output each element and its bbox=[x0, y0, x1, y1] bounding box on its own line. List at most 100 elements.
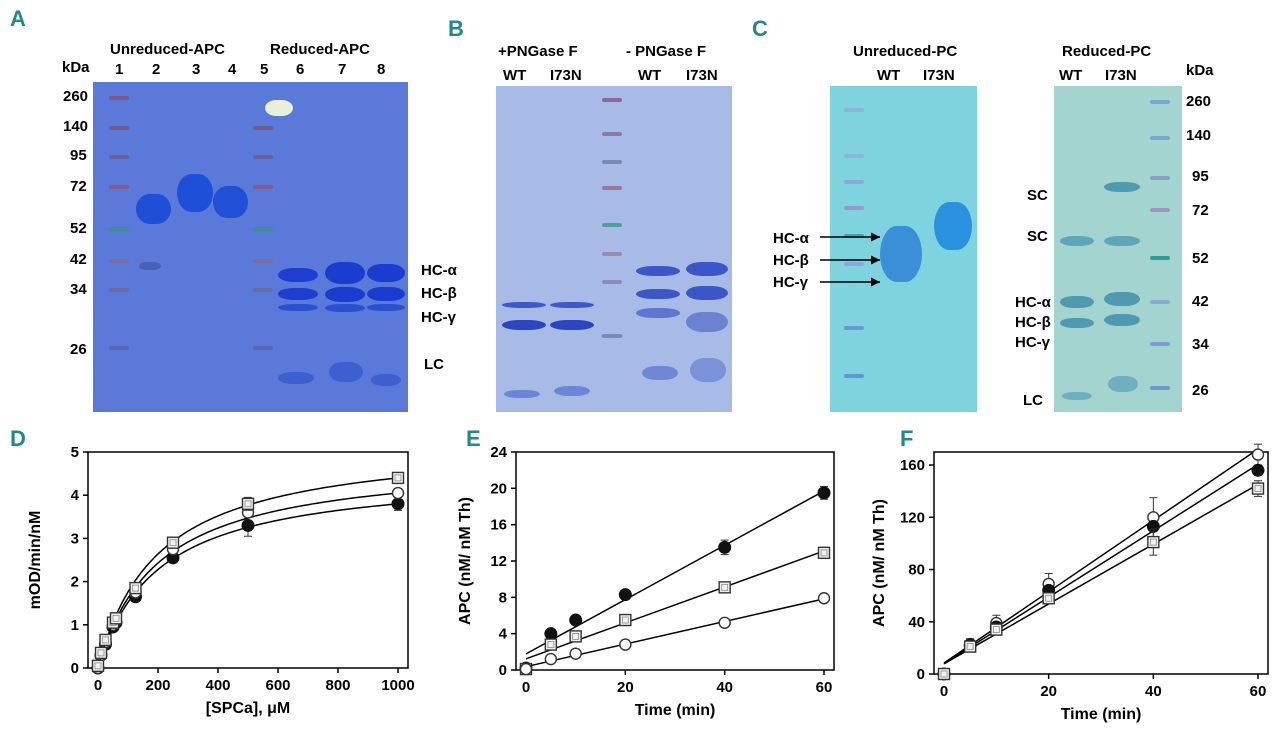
data-point-inner bbox=[112, 614, 120, 622]
data-point-inner bbox=[97, 649, 105, 657]
data-point-inner bbox=[940, 670, 948, 678]
reduced-pc-label: Reduced-PC bbox=[1062, 43, 1152, 60]
data-point-inner bbox=[132, 584, 139, 592]
panel-letter-b: B bbox=[448, 16, 464, 41]
data-point bbox=[619, 613, 632, 627]
x-tick-label: 60 bbox=[816, 679, 833, 696]
data-point-inner bbox=[394, 474, 402, 482]
lane-number: 3 bbox=[192, 61, 201, 78]
band-label-hc-gamma-a: HC-γ bbox=[421, 309, 457, 326]
kda-label-c: kDa bbox=[1186, 62, 1214, 79]
data-point bbox=[241, 518, 255, 532]
series-filled-circle bbox=[937, 463, 1265, 681]
y-tick-label: 3 bbox=[71, 530, 79, 547]
fit-line bbox=[943, 483, 1259, 665]
y-tick-label: 2 bbox=[71, 574, 79, 591]
y-tick-label: 0 bbox=[71, 660, 79, 677]
y-axis-label: APC (nM/ nM Th) bbox=[871, 499, 888, 627]
data-point bbox=[544, 652, 558, 666]
data-point bbox=[569, 613, 583, 627]
x-tick-label: 600 bbox=[265, 677, 290, 694]
x-tick-label: 200 bbox=[145, 677, 170, 694]
arrow-label-hc-alpha: HC-α bbox=[773, 230, 809, 247]
data-point bbox=[569, 647, 582, 660]
gel-image-c-reduced bbox=[1054, 86, 1182, 412]
data-point bbox=[817, 592, 831, 605]
mw-marker: 52 bbox=[70, 220, 87, 237]
lane-label-b: WT bbox=[503, 67, 527, 84]
band-label-hc-beta-c: HC-β bbox=[1015, 314, 1051, 331]
x-tick-label: 0 bbox=[522, 679, 530, 696]
series-open-circle bbox=[91, 486, 405, 675]
chart-e: E 0 4 8 12 16 20 24 0 20 40 60 Time (min) APC (nM/ nM… bbox=[457, 426, 835, 719]
band-label-lc-c: LC bbox=[1023, 392, 1043, 409]
data-point bbox=[963, 640, 977, 653]
data-point-inner bbox=[1149, 538, 1157, 546]
chart-f: F 0 40 80 120 160 0 20 40 60 Time (min) APC (nM/ nM… bbox=[871, 426, 1269, 723]
data-point bbox=[1042, 592, 1055, 605]
band-label-lc-a: LC bbox=[424, 356, 444, 373]
lane-number: 6 bbox=[296, 61, 305, 78]
x-tick-label: 400 bbox=[205, 677, 230, 694]
data-point-inner bbox=[820, 549, 828, 557]
data-point-inner bbox=[992, 626, 1000, 633]
mw-marker: 260 bbox=[1186, 93, 1212, 110]
x-axis-label: [SPCa], μM bbox=[206, 700, 290, 717]
plot-frame bbox=[933, 451, 1269, 675]
lane-label-c: WT bbox=[877, 67, 901, 84]
y-axis-label: mOD/min/nM bbox=[27, 511, 44, 610]
x-tick-label: 60 bbox=[1250, 683, 1267, 700]
data-point bbox=[718, 581, 731, 594]
data-point-inner bbox=[966, 643, 974, 650]
data-point bbox=[990, 623, 1003, 636]
x-tick-label: 20 bbox=[617, 679, 634, 696]
arrow-label-hc-gamma: HC-γ bbox=[773, 274, 809, 291]
data-point bbox=[1251, 482, 1265, 495]
y-tick-label: 40 bbox=[908, 614, 925, 631]
data-point bbox=[544, 638, 558, 651]
data-point bbox=[166, 536, 180, 549]
mw-marker: 72 bbox=[1192, 202, 1209, 219]
series-filled-circle bbox=[519, 486, 831, 675]
x-axis-label: Time (min) bbox=[635, 702, 716, 719]
y-tick-label: 120 bbox=[900, 509, 925, 526]
data-point-inner bbox=[1045, 594, 1053, 602]
data-point bbox=[94, 646, 108, 660]
x-tick-label: 0 bbox=[940, 683, 948, 700]
data-point bbox=[817, 486, 831, 500]
lane-label-c: I73N bbox=[923, 67, 955, 84]
series-open-square bbox=[937, 480, 1265, 681]
chart-d: D 0 1 2 3 4 5 0 200 400 600 800 1000 [SPCa], μM mOD/mi… bbox=[10, 426, 415, 717]
data-point bbox=[109, 612, 123, 625]
arrows-c bbox=[820, 232, 880, 287]
data-point-inner bbox=[547, 641, 555, 648]
data-point bbox=[1251, 463, 1265, 477]
mw-marker: 95 bbox=[70, 147, 87, 164]
data-point bbox=[618, 588, 632, 602]
band-label-hc-alpha-c: HC-α bbox=[1015, 294, 1051, 311]
lane-label-b: WT bbox=[638, 67, 662, 84]
lane-number: 7 bbox=[338, 61, 347, 78]
panel-letter-c: C bbox=[752, 16, 768, 41]
data-point bbox=[91, 659, 105, 673]
data-point bbox=[241, 497, 255, 511]
data-point-inner bbox=[572, 632, 580, 640]
series-open-circle bbox=[519, 592, 831, 676]
y-tick-label: 5 bbox=[71, 444, 79, 461]
lane-label-c: I73N bbox=[1105, 67, 1137, 84]
pngase-plus-label: +PNGase F bbox=[498, 43, 578, 60]
gel-image-b bbox=[496, 86, 732, 412]
plot-frame bbox=[515, 451, 835, 671]
band-label-sc-2: SC bbox=[1027, 228, 1048, 245]
band-label-sc-1: SC bbox=[1027, 187, 1048, 204]
data-point bbox=[129, 581, 142, 595]
data-point bbox=[391, 471, 405, 485]
lane-number: 4 bbox=[228, 61, 237, 78]
data-point-inner bbox=[94, 662, 102, 670]
y-tick-label: 0 bbox=[499, 662, 507, 679]
lane-number: 8 bbox=[377, 61, 386, 78]
gel-image-c-unreduced bbox=[830, 86, 977, 412]
y-tick-label: 16 bbox=[490, 517, 507, 534]
data-point-inner bbox=[621, 616, 629, 624]
kda-label-a: kDa bbox=[62, 59, 90, 76]
